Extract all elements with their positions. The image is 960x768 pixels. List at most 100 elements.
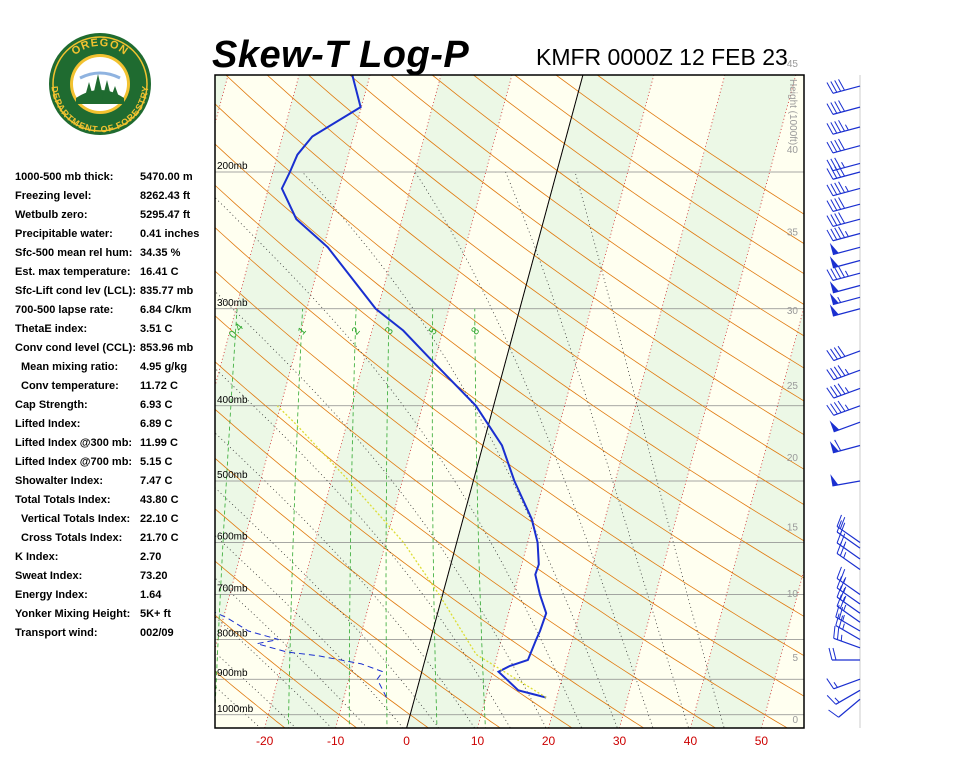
wind-barb-flag [826, 123, 834, 135]
wind-barb-flag [834, 182, 842, 194]
temperature-tick-label: 30 [613, 734, 627, 748]
pressure-label: 400mb [217, 395, 248, 406]
oregon-forestry-logo: OREGON DEPARTMENT OF FORESTRY [49, 33, 151, 135]
wind-barb-pennant [829, 256, 839, 268]
wind-barb-flag [830, 403, 838, 415]
index-value: 11.99 C [140, 437, 178, 449]
wind-barb-half-flag [844, 270, 849, 277]
index-label: Lifted Index @700 mb: [15, 456, 133, 468]
mixing-ratio-line [385, 308, 390, 728]
pressure-label: 1000mb [217, 704, 254, 715]
wind-barb-staff [836, 577, 861, 595]
mixing-ratio-line [431, 308, 438, 728]
index-value: 34.35 % [140, 247, 181, 259]
wind-barb [826, 365, 861, 381]
temperature-tick-label: 10 [471, 734, 485, 748]
wind-barb [826, 345, 861, 362]
index-row: Lifted Index: 6.89 C [15, 416, 220, 435]
height-tick-label: 25 [787, 381, 799, 392]
isotherm-band [264, 75, 512, 728]
height-tick-label: 10 [787, 589, 799, 600]
temperature-tick-label: -10 [327, 734, 345, 748]
index-row: Vertical Totals Index: 22.10 C [15, 511, 220, 530]
isotherm-band [215, 75, 229, 124]
isotherm-band [0, 75, 86, 728]
wind-barb-staff [833, 637, 861, 649]
height-tick-label: 15 [787, 522, 799, 533]
wind-barb-flag [828, 709, 839, 718]
wind-barb-flag [826, 159, 834, 171]
wind-barb [830, 474, 861, 487]
wind-barb-half-flag [844, 387, 850, 393]
dry-adiabat [390, 75, 804, 369]
wind-barb-flag [826, 200, 834, 212]
wind-barb-flag [828, 647, 833, 661]
wind-barb-flag [837, 345, 846, 357]
wind-barb-half-flag [840, 634, 843, 642]
wind-barb-staff [836, 605, 861, 623]
wind-barb [826, 266, 861, 282]
wind-barb-staff [835, 616, 861, 632]
pressure-label: 800mb [217, 629, 248, 640]
wind-barb-flag [839, 522, 846, 535]
isotherm-line [761, 568, 804, 728]
height-tick-label: 20 [787, 453, 799, 464]
height-tick-label: 0 [792, 715, 798, 726]
wind-barb-flag [830, 199, 838, 211]
dry-adiabat [215, 508, 501, 728]
dry-adiabat [0, 52, 145, 732]
wind-barb-flag [838, 79, 845, 91]
pressure-label: 300mb [217, 298, 248, 309]
wind-barb-flag [834, 439, 842, 451]
wind-barb-flag [837, 383, 846, 395]
index-row: Total Totals Index: 43.80 C [15, 492, 220, 511]
wind-barb [826, 383, 861, 399]
wind-barb-staff [832, 284, 861, 294]
dry-adiabat [215, 614, 358, 728]
index-row: Sweat Index: 73.20 [15, 568, 220, 587]
wind-barb-flag [826, 269, 834, 281]
wind-barb-staff [836, 596, 861, 614]
index-value: 853.96 mb [140, 342, 194, 354]
isotherm-line [335, 75, 513, 728]
wind-barb-half-flag [842, 623, 845, 630]
index-value: 16.41 C [140, 266, 179, 278]
isotherm-line [0, 75, 86, 728]
wind-barb-half-flag [834, 697, 840, 703]
index-label: Energy Index: [15, 589, 88, 601]
wind-barb-flag [826, 369, 835, 381]
wind-barb [826, 400, 861, 416]
wind-barb [826, 100, 861, 115]
index-label: Sfc-Lift cond lev (LCL): [15, 285, 136, 297]
wind-barb [835, 604, 861, 632]
wind-barb-flag [830, 348, 838, 360]
index-label: Est. max temperature: [15, 266, 131, 278]
wind-barb-staff [833, 350, 861, 362]
wind-barb-flag [830, 268, 838, 280]
wind-barb-half-flag [843, 552, 847, 559]
isotherm-line [619, 75, 797, 728]
wind-barb-flag [826, 184, 834, 196]
height-axis-title: Height (1000ft) [787, 79, 798, 145]
index-row: Mean mixing ratio: 4.95 g/kg [15, 359, 220, 378]
wind-barb [836, 566, 861, 595]
wind-barb [826, 138, 861, 154]
wind-barb-staff [832, 106, 861, 115]
index-value: 22.10 C [140, 513, 179, 525]
wind-barb-staff [832, 187, 861, 197]
wind-barb-half-flag [843, 595, 847, 602]
wind-barb-flag [838, 100, 845, 112]
index-row: 700-500 lapse rate: 6.84 C/km [15, 302, 220, 321]
wind-barb-flag [830, 386, 838, 397]
wind-barb-flag [839, 596, 846, 609]
moist-adiabat [215, 196, 583, 728]
wind-barb-half-flag [844, 368, 850, 375]
wind-barb-half-flag [843, 604, 847, 611]
wind-barb-staff [836, 525, 861, 543]
temperature-tick-label: 0 [403, 734, 410, 748]
plot-area [0, 52, 804, 732]
wind-barb-staff [832, 308, 861, 317]
index-row: Showalter Index: 7.47 C [15, 473, 220, 492]
wind-barb [829, 242, 861, 256]
index-row: Transport wind: 002/09 [15, 625, 220, 644]
